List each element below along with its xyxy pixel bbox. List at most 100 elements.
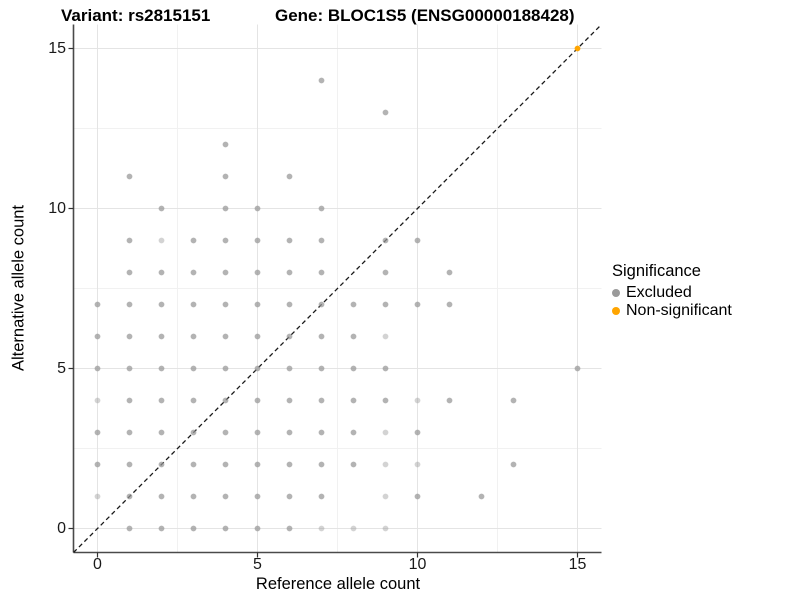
data-point-excluded <box>318 205 325 212</box>
data-point-excluded <box>318 397 325 404</box>
nonsignificant-dot-icon <box>612 306 620 315</box>
plot-title-gene: Gene: BLOC1S5 (ENSG00000188428) <box>275 6 575 25</box>
data-point-excluded <box>126 461 133 468</box>
data-point-excluded <box>190 269 197 276</box>
data-point-excluded <box>222 461 229 468</box>
data-point-excluded <box>350 397 357 404</box>
data-point-excluded <box>286 397 293 404</box>
data-point-excluded <box>158 461 165 468</box>
data-point-excluded <box>222 365 229 372</box>
data-point-excluded <box>190 525 197 532</box>
data-point-excluded <box>286 525 293 532</box>
data-point-excluded <box>190 301 197 308</box>
data-point-excluded <box>446 397 453 404</box>
data-point-excluded <box>286 237 293 244</box>
data-point-excluded <box>94 301 101 308</box>
data-point-excluded <box>318 429 325 436</box>
data-point-excluded <box>190 429 197 436</box>
legend-item-excluded: Excluded <box>612 284 797 301</box>
data-point-excluded <box>254 269 261 276</box>
data-point-excluded <box>414 461 421 468</box>
data-point-excluded <box>382 269 389 276</box>
data-point-excluded <box>350 429 357 436</box>
data-point-excluded <box>254 461 261 468</box>
data-point-excluded <box>350 461 357 468</box>
data-point-excluded <box>574 365 581 372</box>
data-point-excluded <box>318 301 325 308</box>
data-point-excluded <box>254 525 261 532</box>
data-point-excluded <box>510 397 517 404</box>
x-tick-label: 15 <box>568 556 587 573</box>
data-point-excluded <box>190 365 197 372</box>
data-point-excluded <box>158 205 165 212</box>
data-point-excluded <box>190 333 197 340</box>
legend-item-nonsignificant: Non-significant <box>612 302 797 319</box>
data-point-excluded <box>254 301 261 308</box>
data-point-excluded <box>94 493 101 500</box>
data-point-excluded <box>126 493 133 500</box>
data-point-excluded <box>254 365 261 372</box>
data-point-excluded <box>446 301 453 308</box>
data-point-excluded <box>382 397 389 404</box>
data-point-excluded <box>382 333 389 340</box>
data-point-excluded <box>126 301 133 308</box>
data-point-excluded <box>222 269 229 276</box>
data-point-excluded <box>510 461 517 468</box>
data-point-excluded <box>222 493 229 500</box>
data-point-excluded <box>94 461 101 468</box>
data-point-excluded <box>318 269 325 276</box>
data-point-excluded <box>158 365 165 372</box>
data-point-excluded <box>126 429 133 436</box>
data-point-excluded <box>190 237 197 244</box>
y-tick-label: 0 <box>57 519 66 537</box>
data-point-excluded <box>126 525 133 532</box>
data-point-excluded <box>222 397 229 404</box>
data-point-excluded <box>126 365 133 372</box>
x-tick-label: 5 <box>253 556 262 573</box>
data-point-excluded <box>126 333 133 340</box>
data-point-excluded <box>414 237 421 244</box>
data-point-excluded <box>222 141 229 148</box>
data-point-excluded <box>382 493 389 500</box>
data-point-excluded <box>318 333 325 340</box>
data-point-excluded <box>190 397 197 404</box>
data-point-excluded <box>382 429 389 436</box>
data-point-excluded <box>478 493 485 500</box>
data-point-excluded <box>254 397 261 404</box>
data-point-excluded <box>382 525 389 532</box>
data-point-excluded <box>190 461 197 468</box>
data-point-excluded <box>222 429 229 436</box>
data-point-excluded <box>158 237 165 244</box>
legend-label-nonsignificant: Non-significant <box>626 302 732 319</box>
data-point-excluded <box>222 525 229 532</box>
data-point-excluded <box>414 301 421 308</box>
data-point-excluded <box>350 525 357 532</box>
data-point-excluded <box>286 301 293 308</box>
data-point-excluded <box>286 493 293 500</box>
y-tick-label: 15 <box>48 39 66 57</box>
data-point-excluded <box>318 525 325 532</box>
data-point-excluded <box>158 269 165 276</box>
data-point-excluded <box>318 77 325 84</box>
x-tick-label: 10 <box>408 556 427 573</box>
data-point-excluded <box>286 365 293 372</box>
data-point-excluded <box>222 173 229 180</box>
data-point-excluded <box>382 301 389 308</box>
x-axis-label: Reference allele count <box>255 575 421 593</box>
data-point-excluded <box>254 493 261 500</box>
data-point-excluded <box>350 365 357 372</box>
data-point-excluded <box>94 397 101 404</box>
data-point-excluded <box>158 333 165 340</box>
data-point-excluded <box>190 493 197 500</box>
data-point-excluded <box>222 237 229 244</box>
data-point-excluded <box>254 429 261 436</box>
data-point-excluded <box>254 333 261 340</box>
legend: Significance Excluded Non-significant <box>612 262 797 320</box>
data-point-excluded <box>126 397 133 404</box>
data-point-excluded <box>94 429 101 436</box>
legend-title: Significance <box>612 262 701 280</box>
data-point-excluded <box>126 237 133 244</box>
data-point-excluded <box>318 365 325 372</box>
data-point-excluded <box>158 301 165 308</box>
